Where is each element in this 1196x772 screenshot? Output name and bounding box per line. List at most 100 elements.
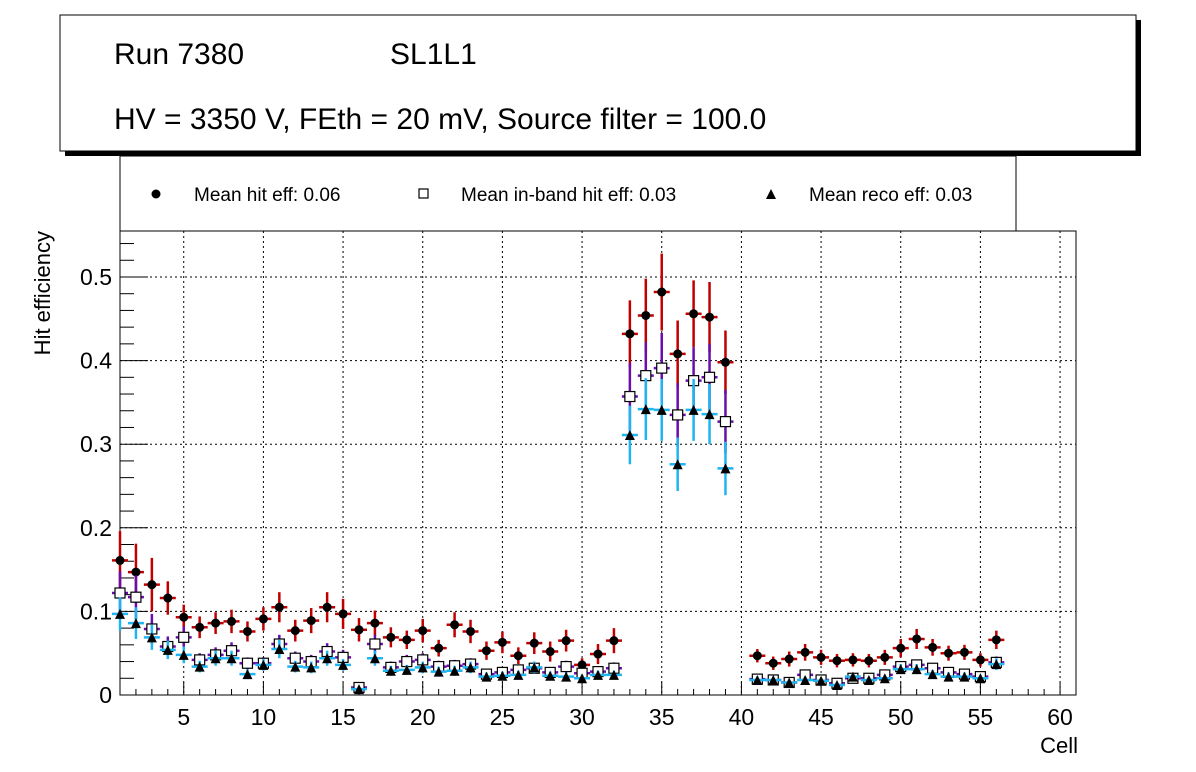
marker-reco xyxy=(210,653,221,664)
marker-reco xyxy=(465,662,476,673)
legend-box xyxy=(119,155,1017,232)
marker-reco xyxy=(385,665,396,676)
layer-label: SL1L1 xyxy=(390,38,477,71)
marker-reco xyxy=(497,670,508,681)
legend-label-hit: Mean hit eff: 0.06 xyxy=(194,185,340,206)
data-point-hit xyxy=(908,628,925,650)
data-point-reco xyxy=(143,624,160,650)
marker-reco xyxy=(290,661,301,672)
marker-reco xyxy=(784,677,795,688)
marker-hit xyxy=(242,626,252,636)
marker-hit xyxy=(593,649,603,659)
data-point-hit xyxy=(462,619,479,644)
marker-reco xyxy=(258,659,269,670)
data-point-reco xyxy=(972,673,989,684)
data-point-hit xyxy=(207,612,224,634)
data-point-reco xyxy=(112,597,128,631)
data-point-reco xyxy=(669,437,686,492)
data-point-reco xyxy=(924,669,941,680)
marker-reco xyxy=(975,673,986,684)
marker-reco xyxy=(688,404,699,415)
data-point-hit xyxy=(319,592,336,623)
data-point-hit xyxy=(191,616,208,639)
data-point-hit xyxy=(414,618,431,643)
data-point-hit xyxy=(781,651,798,667)
conditions-label: HV = 3350 V, FEth = 20 mV, Source filter… xyxy=(114,103,766,136)
marker-hit xyxy=(195,622,205,632)
data-point-hit xyxy=(239,621,256,642)
marker-hit xyxy=(705,312,715,322)
y-tick-label: 0.3 xyxy=(80,431,112,457)
marker-hit xyxy=(545,647,555,657)
marker-hit xyxy=(481,646,491,656)
marker-hit xyxy=(338,609,348,619)
marker-hit xyxy=(880,652,890,662)
marker-reco xyxy=(816,675,827,686)
data-point-reco xyxy=(526,661,543,674)
data-point-hit xyxy=(510,647,527,665)
data-point-hit xyxy=(797,644,814,661)
data-point-hit xyxy=(287,619,304,642)
data-point-reco xyxy=(605,669,622,680)
data-point-hit xyxy=(351,618,367,642)
marker-hit xyxy=(322,602,332,612)
marker-reco xyxy=(529,662,540,673)
data-point-hit xyxy=(685,280,702,348)
data-point-hit xyxy=(335,598,352,629)
marker-hit xyxy=(912,634,922,644)
data-point-hit xyxy=(701,281,718,353)
data-point-reco xyxy=(765,674,782,685)
marker-inband xyxy=(656,362,668,374)
marker-hit xyxy=(864,656,874,666)
marker-hit xyxy=(577,660,587,670)
marker-reco xyxy=(338,659,349,670)
marker-reco xyxy=(577,673,588,684)
header-box xyxy=(59,14,1137,152)
marker-reco xyxy=(991,659,1002,670)
x-tick-label: 10 xyxy=(251,704,277,730)
data-point-reco xyxy=(860,674,877,685)
marker-reco xyxy=(354,684,364,695)
data-point-hit xyxy=(717,330,734,395)
marker-hit xyxy=(179,612,189,622)
marker-hit xyxy=(752,651,762,661)
data-point-hit xyxy=(765,656,782,670)
data-point-hit xyxy=(478,641,495,660)
marker-reco xyxy=(162,644,173,655)
marker-hit xyxy=(497,637,507,647)
marker-hit xyxy=(290,626,300,636)
data-point-hit xyxy=(621,300,638,368)
marker-reco xyxy=(146,632,157,643)
marker-hit xyxy=(163,593,173,603)
x-tick-label: 20 xyxy=(410,704,436,730)
marker-reco xyxy=(449,665,460,676)
data-point-hit xyxy=(956,644,973,660)
marker-hit xyxy=(258,614,268,624)
data-point-reco xyxy=(446,665,463,676)
marker-hit xyxy=(450,620,460,630)
marker-reco xyxy=(911,664,922,675)
data-point-hit xyxy=(829,654,845,668)
x-tick-label: 60 xyxy=(1047,704,1073,730)
data-point-reco xyxy=(207,650,224,666)
marker-hit xyxy=(147,580,157,590)
data-point-reco xyxy=(223,650,240,666)
y-tick-label: 0.5 xyxy=(80,264,112,290)
marker-reco xyxy=(927,669,938,680)
marker-reco xyxy=(274,644,285,655)
marker-reco xyxy=(704,409,715,420)
marker-inband xyxy=(703,371,716,383)
y-tick-label: 0.4 xyxy=(80,348,112,374)
marker-hit xyxy=(944,648,954,658)
data-point-hit xyxy=(892,638,909,658)
marker-reco xyxy=(306,662,317,673)
marker-hit xyxy=(689,309,699,319)
marker-reco xyxy=(322,653,333,664)
marker-hit xyxy=(115,555,125,565)
data-point-reco xyxy=(319,650,336,666)
data-point-hit xyxy=(813,649,830,665)
marker-hit xyxy=(513,651,523,661)
marker-hit xyxy=(928,642,938,652)
x-tick-label: 45 xyxy=(808,704,834,730)
data-point-reco xyxy=(478,671,495,682)
